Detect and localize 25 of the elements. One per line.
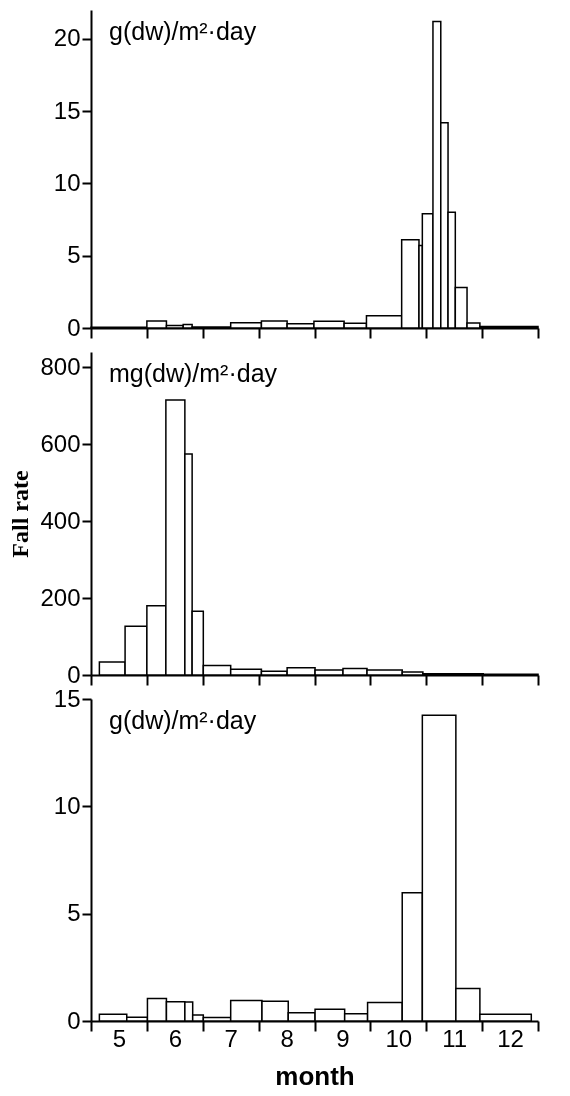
annotation: mg(dw)/m²·day — [109, 359, 278, 387]
x-tick-label: 9 — [336, 1024, 350, 1052]
y-axis-title: Fall rate — [6, 470, 33, 558]
x-tick-label: 10 — [385, 1024, 413, 1052]
y-tick-label: 5 — [67, 241, 81, 269]
y-tick-label: 15 — [53, 96, 81, 124]
x-tick-label: 12 — [497, 1024, 524, 1052]
x-axis-title: month — [275, 1060, 355, 1091]
y-tick-label: 200 — [40, 583, 81, 611]
y-tick-label: 10 — [53, 791, 81, 819]
annotation: g(dw)/m²·day — [109, 17, 257, 45]
y-tick-label: 600 — [40, 429, 81, 457]
x-tick-label: 6 — [168, 1024, 182, 1052]
y-tick-label: 0 — [67, 1006, 81, 1034]
annotation: g(dw)/m²·day — [109, 706, 257, 734]
x-tick-label: 5 — [112, 1024, 127, 1052]
x-tick-label: 8 — [280, 1024, 294, 1052]
x-tick-label: 7 — [224, 1024, 238, 1052]
y-tick-label: 5 — [67, 899, 81, 927]
y-tick-label: 10 — [53, 168, 81, 196]
y-tick-label: 800 — [40, 352, 81, 380]
y-tick-label: 400 — [40, 506, 81, 534]
y-tick-label: 20 — [53, 24, 81, 52]
y-tick-label: 0 — [67, 313, 81, 341]
x-tick-label: 11 — [442, 1024, 468, 1052]
